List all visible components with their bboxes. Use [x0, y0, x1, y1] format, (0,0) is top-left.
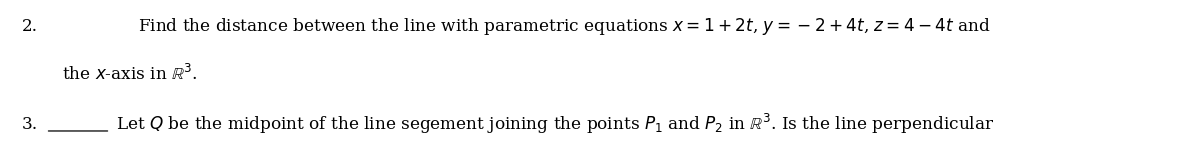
- Text: 3.: 3.: [22, 116, 38, 133]
- Text: Find the distance between the line with parametric equations $x = 1 + 2t$, $y = : Find the distance between the line with …: [138, 16, 991, 37]
- Text: Let $Q$ be the midpoint of the line segement joining the points $P_1$ and $P_2$ : Let $Q$ be the midpoint of the line sege…: [116, 112, 995, 136]
- Text: 2.: 2.: [22, 18, 37, 35]
- Text: the $x$-axis in $\mathbb{R}^3$.: the $x$-axis in $\mathbb{R}^3$.: [62, 64, 198, 84]
